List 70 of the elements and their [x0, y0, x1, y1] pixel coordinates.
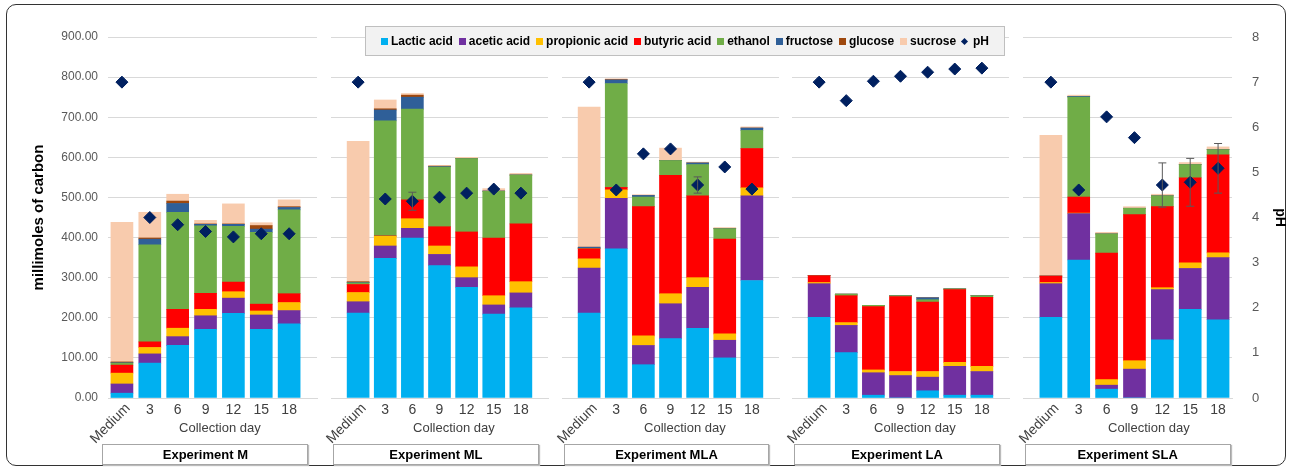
x-tick-label: 12 — [689, 400, 706, 417]
y-tick-label: 0.00 — [74, 390, 99, 405]
y2-tick-label: 1 — [1251, 344, 1260, 360]
x-tick-label: 12 — [225, 400, 242, 417]
x-tick-label: 15 — [486, 400, 502, 417]
legend-label: butyric acid — [643, 34, 712, 48]
y-tick-label: 700.00 — [61, 109, 99, 124]
x-tick-label: 18 — [281, 400, 298, 417]
x-tick-label: 9 — [666, 400, 675, 417]
y-tick-label: 300.00 — [61, 269, 99, 284]
text: Experiment M — [162, 447, 248, 462]
x-tick-label: 18 — [513, 400, 530, 417]
x-tick-label: 3 — [1074, 400, 1083, 417]
text: Experiment ML — [389, 447, 483, 462]
x-axis-title: Collection day — [643, 420, 726, 436]
y-tick-label: 600.00 — [61, 149, 99, 164]
y-tick-label: 200.00 — [61, 310, 99, 325]
legend-label: ethanol — [727, 34, 770, 48]
y-tick-label: 500.00 — [61, 189, 99, 204]
legend-label: propionic acid — [546, 34, 629, 48]
legend-label: glucose — [848, 34, 895, 48]
x-tick-label: 6 — [408, 400, 417, 417]
y-axis-title: millimoles of carbon — [29, 144, 47, 291]
x-tick-label: 6 — [173, 400, 182, 417]
y-tick-label: 800.00 — [61, 69, 99, 84]
x-tick-label: 9 — [896, 400, 905, 417]
x-tick-label: 15 — [716, 400, 733, 417]
legend-label: pH — [972, 34, 989, 48]
x-tick-label: 18 — [743, 400, 760, 417]
legend-label: Lactic acid — [390, 34, 453, 48]
y2-tick-label: 5 — [1251, 163, 1260, 179]
y2-tick-label: 8 — [1251, 28, 1260, 44]
text: Experiment MLA — [615, 447, 718, 462]
text: Experiment LA — [851, 447, 943, 462]
x-axis-title: Collection day — [179, 420, 262, 436]
x-tick-label: 9 — [435, 400, 444, 417]
y2-tick-label: 6 — [1251, 118, 1260, 134]
y-tick-label: 100.00 — [61, 350, 99, 365]
x-tick-label: 9 — [1130, 400, 1139, 417]
legend-label: fructose — [785, 34, 834, 48]
x-tick-label: 3 — [612, 400, 621, 417]
text: Experiment SLA — [1077, 447, 1178, 462]
x-axis-title: Collection day — [413, 420, 496, 436]
y2-tick-label: 0 — [1251, 389, 1260, 405]
y-tick-label: 900.00 — [61, 29, 99, 44]
y2-axis-title: pH — [1272, 208, 1289, 227]
y2-tick-label: 7 — [1251, 73, 1260, 89]
x-axis-title: Collection day — [1107, 420, 1191, 436]
y2-tick-label: 3 — [1251, 254, 1260, 270]
x-tick-label: 6 — [1102, 400, 1111, 417]
x-tick-label: 12 — [1154, 400, 1171, 417]
x-tick-label: 15 — [253, 400, 270, 417]
x-tick-label: 3 — [145, 400, 154, 417]
x-tick-label: 18 — [974, 400, 991, 417]
x-axis-title: Collection day — [874, 420, 957, 436]
x-tick-label: 3 — [842, 400, 851, 417]
x-tick-label: 12 — [920, 400, 936, 417]
y-tick-label: 400.00 — [61, 229, 99, 244]
x-tick-label: 6 — [869, 400, 878, 417]
y2-tick-label: 4 — [1251, 209, 1260, 225]
x-tick-label: 9 — [201, 400, 210, 417]
x-tick-label: 15 — [1182, 400, 1199, 417]
x-tick-label: 12 — [458, 400, 475, 417]
x-tick-label: 18 — [1210, 400, 1226, 417]
x-tick-label: 3 — [381, 400, 390, 417]
legend-label: acetic acid — [468, 34, 531, 48]
x-tick-label: 6 — [639, 400, 648, 417]
legend-label: sucrose — [910, 34, 957, 48]
y2-tick-label: 2 — [1251, 299, 1260, 315]
x-tick-label: 15 — [947, 400, 964, 417]
